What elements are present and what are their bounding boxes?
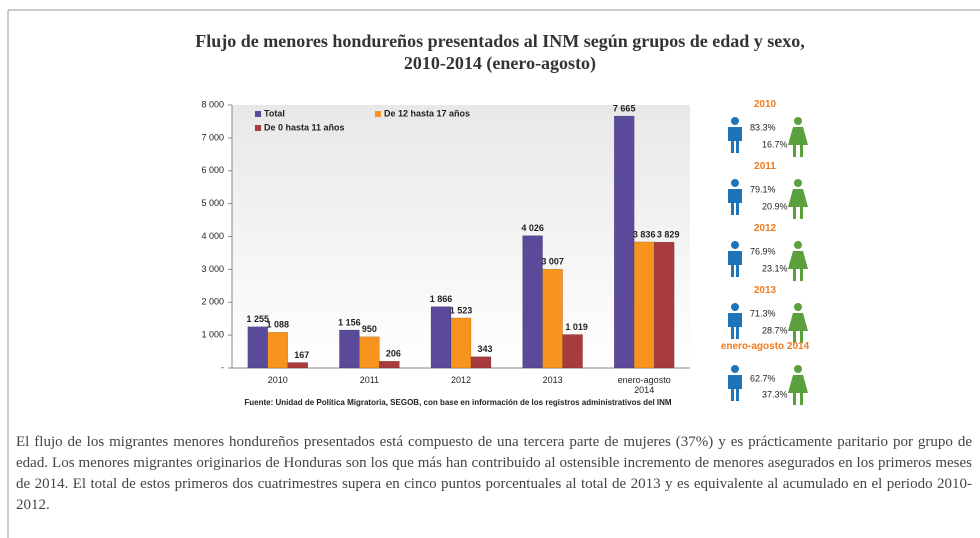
male-icon: [728, 189, 742, 215]
legend-swatch: [375, 111, 381, 117]
data-label: 167: [294, 350, 309, 360]
data-label: 4 026: [521, 223, 544, 233]
data-label: 1 156: [338, 317, 361, 327]
bar: [562, 334, 583, 369]
year-label: enero-agosto 2014: [720, 341, 810, 352]
bar: [470, 356, 492, 369]
female-icon: [794, 179, 802, 187]
data-label: 1 088: [267, 320, 290, 330]
year-label: 2011: [754, 161, 776, 172]
female-share: 37.3%: [762, 389, 788, 399]
paragraph: El flujo de los migrantes menores hondur…: [16, 434, 972, 513]
data-label: 950: [362, 324, 377, 334]
data-label: 7 665: [613, 103, 636, 113]
male-share: 83.3%: [750, 122, 776, 132]
bar: [287, 362, 309, 369]
male-icon: [728, 127, 742, 153]
female-share: 28.7%: [762, 325, 788, 335]
bar: [450, 317, 472, 369]
source: Fuente: Unidad de Política Migratoria, S…: [244, 398, 672, 407]
bar: [430, 306, 452, 369]
bar: [359, 336, 380, 369]
x-tick-label: enero-agosto 2014: [617, 375, 671, 395]
male-icon: [728, 375, 742, 401]
data-label: 343: [477, 344, 492, 354]
legend-label: De 12 hasta 17 años: [384, 108, 470, 118]
male-icon: [731, 241, 739, 249]
data-label: 1 523: [450, 305, 473, 315]
male-icon: [728, 313, 742, 339]
data-label: 1 255: [247, 314, 270, 324]
male-icon: [731, 179, 739, 187]
bar: [653, 241, 675, 369]
data-label: 1 019: [565, 322, 588, 332]
y-tick-label: 8 000: [201, 99, 224, 109]
data-label: 1 866: [430, 294, 453, 304]
bar: [379, 360, 400, 369]
y-tick-label: 7 000: [201, 132, 224, 142]
y-tick-label: -: [221, 362, 224, 372]
year-label: 2012: [753, 223, 777, 234]
female-icon: [788, 375, 808, 405]
year-label: 2010: [753, 99, 777, 110]
female-icon: [788, 127, 808, 157]
female-icon: [788, 313, 808, 343]
female-share: 16.7%: [762, 139, 788, 149]
legend-swatch: [255, 125, 261, 131]
bar: [339, 329, 360, 369]
bar: [247, 326, 269, 369]
y-tick-label: 6 000: [201, 165, 224, 175]
bar: [613, 115, 635, 369]
male-icon: [731, 303, 739, 311]
male-share: 79.1%: [750, 184, 776, 194]
male-icon: [731, 365, 739, 373]
female-share: 20.9%: [762, 201, 788, 211]
chart-title: Flujo de menores hondureños presentados …: [195, 31, 805, 73]
female-icon: [794, 241, 802, 249]
male-icon: [728, 251, 742, 277]
female-icon: [788, 189, 808, 219]
legend-swatch: [255, 111, 261, 117]
year-label: 2013: [753, 285, 777, 296]
female-icon: [788, 251, 808, 281]
female-icon: [794, 365, 802, 373]
male-share: 62.7%: [750, 373, 776, 383]
x-tick-label: 2011: [359, 375, 380, 385]
y-tick-label: 4 000: [201, 231, 224, 241]
data-label: 3 829: [657, 229, 680, 239]
female-icon: [794, 117, 802, 125]
legend-label: De 0 hasta 11 años: [264, 122, 345, 132]
female-icon: [794, 303, 802, 311]
male-share: 71.3%: [750, 308, 776, 318]
female-share: 23.1%: [762, 263, 788, 273]
bar: [542, 268, 563, 369]
x-tick-label: 2010: [267, 375, 288, 385]
data-label: 206: [386, 349, 401, 359]
y-tick-label: 3 000: [201, 264, 224, 274]
male-icon: [731, 117, 739, 125]
data-label: 3 007: [541, 257, 564, 267]
x-tick-label: 2012: [450, 375, 472, 385]
bar: [522, 235, 543, 369]
y-tick-label: 5 000: [201, 198, 224, 208]
y-tick-label: 1 000: [201, 330, 224, 340]
male-share: 76.9%: [750, 246, 776, 256]
data-label: 3 836: [633, 229, 656, 239]
y-tick-label: 2 000: [201, 297, 224, 307]
bar: [267, 331, 289, 369]
x-tick-label: 2013: [542, 375, 563, 385]
bar: [633, 241, 655, 369]
legend-label: Total: [264, 108, 285, 118]
